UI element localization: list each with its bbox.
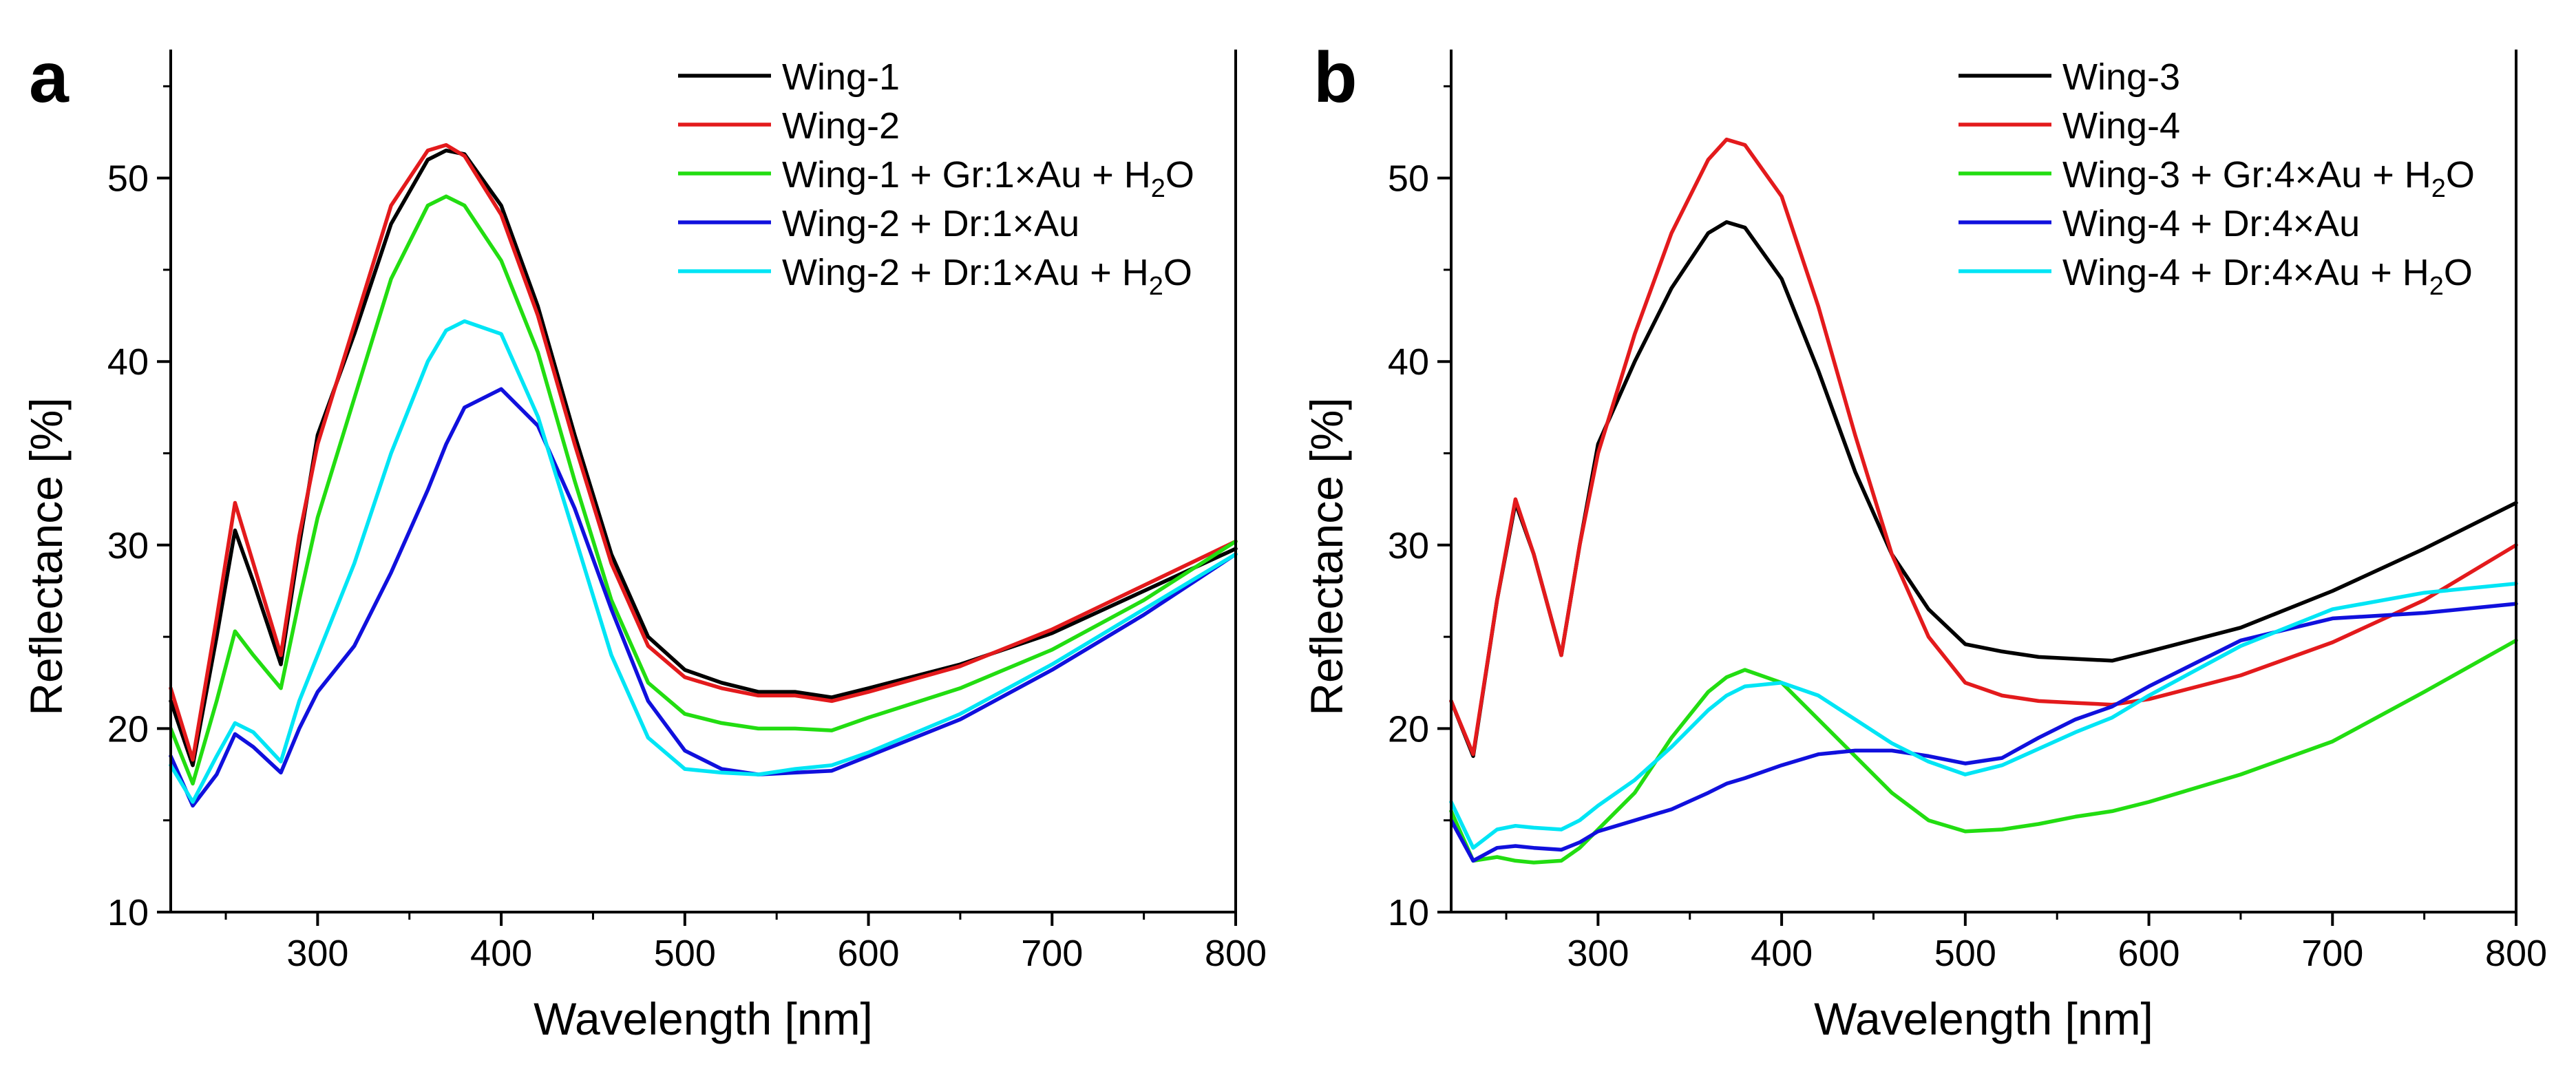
legend-label-suffix: O [2446, 154, 2475, 195]
legend-label: Wing-4 + Dr:4×Au [2062, 203, 2360, 244]
x-tick-label: 600 [837, 933, 899, 974]
x-tick-label: 600 [2118, 933, 2179, 974]
series-line-5 [169, 319, 1238, 804]
legend-label-suffix: O [1165, 154, 1194, 195]
legend-label: Wing-4 + Dr:4×Au + H2O [2062, 252, 2473, 301]
legend-label-suffix: O [2444, 252, 2473, 293]
y-tick-label: 40 [1388, 341, 1429, 383]
legend-label: Wing-1 + Gr:1×Au + H2O [782, 154, 1194, 203]
x-tick-label: 700 [1021, 933, 1083, 974]
series-line-4 [169, 387, 1238, 808]
y-axis-title: Reflectance [%] [21, 397, 72, 715]
legend-label: Wing-2 [782, 105, 900, 147]
legend-label: Wing-3 [2062, 56, 2180, 98]
y-tick-label: 20 [1388, 708, 1429, 750]
x-axis-title: Wavelength [nm] [534, 993, 873, 1044]
x-tick-label: 400 [470, 933, 532, 974]
x-tick-label: 800 [1205, 933, 1267, 974]
y-tick-label: 10 [1388, 892, 1429, 933]
legend-label-text: Wing-3 + Gr:4×Au + H [2062, 154, 2431, 195]
x-tick-label: 400 [1751, 933, 1813, 974]
legend-subscript: 2 [2431, 174, 2446, 203]
legend-label-text: Wing-2 + Dr:1×Au [782, 203, 1079, 244]
x-tick-label: 700 [2301, 933, 2363, 974]
legend-label-text: Wing-4 + Dr:4×Au + H [2062, 252, 2429, 293]
series-line-1 [169, 148, 1238, 768]
y-tick-label: 50 [1388, 158, 1429, 200]
y-axis-title: Reflectance [%] [1301, 397, 1352, 715]
legend-label-text: Wing-2 + Dr:1×Au + H [782, 252, 1149, 293]
y-tick-label: 40 [107, 341, 149, 383]
legend-label-text: Wing-1 + Gr:1×Au + H [782, 154, 1151, 195]
series-line-1 [1449, 220, 2518, 759]
legend-label: Wing-4 [2062, 105, 2180, 147]
x-tick-label: 300 [1567, 933, 1629, 974]
series-line-3 [169, 194, 1238, 786]
series-line-3 [1449, 638, 2518, 865]
legend-label: Wing-3 + Gr:4×Au + H2O [2062, 154, 2475, 203]
legend-label-text: Wing-2 [782, 105, 900, 147]
x-axis-title: Wavelength [nm] [1814, 993, 2153, 1044]
x-tick-label: 800 [2485, 933, 2547, 974]
x-tick-label: 300 [286, 933, 348, 974]
series-line-5 [1449, 582, 2518, 850]
legend-label-suffix: O [1163, 252, 1192, 293]
legend-label-text: Wing-4 + Dr:4×Au [2062, 203, 2360, 244]
y-tick-label: 30 [107, 525, 149, 567]
x-tick-label: 500 [1934, 933, 1996, 974]
panel-letter-a: a [29, 38, 70, 118]
series-line-4 [1449, 602, 2518, 863]
y-tick-label: 50 [107, 158, 149, 200]
legend-label-text: Wing-1 [782, 56, 900, 98]
y-tick-label: 20 [107, 708, 149, 750]
x-tick-label: 500 [654, 933, 716, 974]
y-tick-label: 10 [107, 892, 149, 933]
legend-label: Wing-1 [782, 56, 900, 98]
series-line-2 [169, 142, 1238, 762]
legend-subscript: 2 [1151, 174, 1165, 203]
legend-label-text: Wing-3 [2062, 56, 2180, 98]
panel-b: b 300 400 500 600 700 800 10 20 30 40 50 Wavelength… [1301, 38, 2547, 1044]
legend-subscript: 2 [1149, 272, 1163, 301]
panel-a: a 300 400 500 600 700 800 10 20 30 40 50 Wavelength… [21, 38, 1267, 1044]
legend-label-text: Wing-4 [2062, 105, 2180, 147]
series-line-2 [1449, 137, 2518, 757]
legend-label: Wing-2 + Dr:1×Au + H2O [782, 252, 1192, 301]
panel-letter-b: b [1313, 38, 1358, 118]
y-tick-label: 30 [1388, 525, 1429, 567]
legend-subscript: 2 [2429, 272, 2444, 301]
legend-label: Wing-2 + Dr:1×Au [782, 203, 1079, 244]
